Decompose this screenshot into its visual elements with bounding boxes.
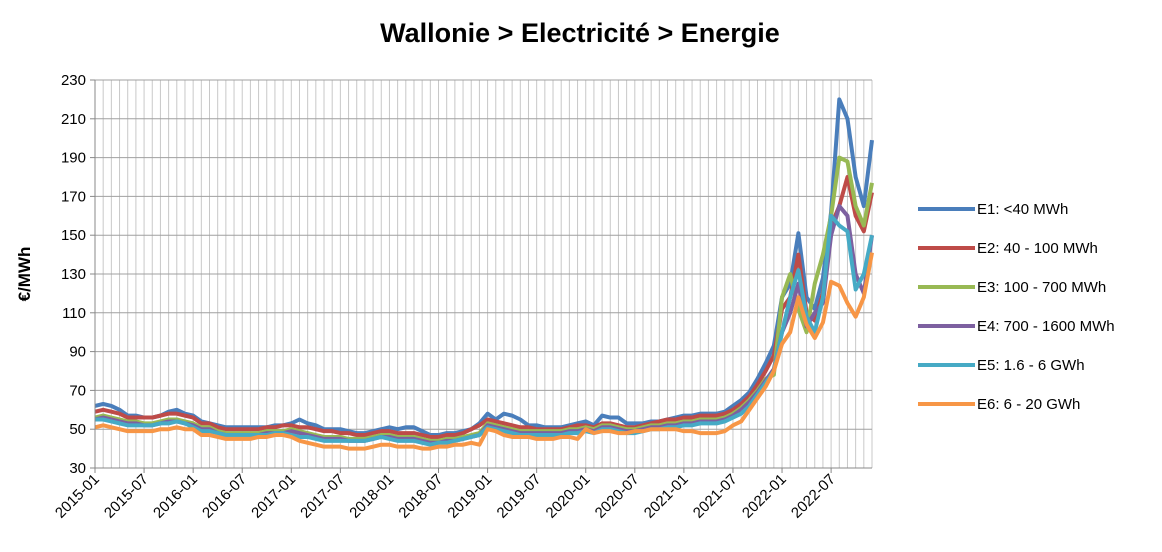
lines xyxy=(94,97,874,451)
x-tick-label: 2018-01 xyxy=(346,471,397,522)
x-tick-label: 2015-01 xyxy=(52,471,103,522)
x-tick-label: 2019-07 xyxy=(494,471,545,522)
x-tick-label: 2021-01 xyxy=(641,471,692,522)
x-tick-label: 2020-01 xyxy=(543,471,594,522)
y-tick-label: 150 xyxy=(61,227,86,244)
y-tick-label: 30 xyxy=(69,460,86,477)
y-tick-label: 90 xyxy=(69,344,86,361)
grid xyxy=(94,79,873,469)
legend-label: E4: 700 - 1600 MWh xyxy=(977,318,1115,335)
legend-label: E3: 100 - 700 MWh xyxy=(977,279,1106,296)
series-line xyxy=(94,204,874,445)
legend-label: E1: <40 MWh xyxy=(977,201,1068,218)
y-tick-label: 230 xyxy=(61,72,86,89)
y-tick-label: 110 xyxy=(62,305,86,322)
x-tick-label: 2021-07 xyxy=(690,471,741,522)
x-tick-label: 2017-07 xyxy=(297,471,348,522)
legend-label: E2: 40 - 100 MWh xyxy=(977,240,1098,257)
x-tick-label: 2016-01 xyxy=(150,471,201,522)
y-tick-label: 210 xyxy=(61,111,86,128)
y-tick-label: 50 xyxy=(69,421,86,438)
chart-title: Wallonie > Electricité > Energie xyxy=(380,18,780,48)
x-tick-label: 2015-07 xyxy=(101,471,152,522)
y-tick-label: 70 xyxy=(69,382,86,399)
x-tick-label: 2022-01 xyxy=(739,471,790,522)
series-line xyxy=(94,252,874,451)
series-line xyxy=(95,213,874,447)
x-tick-label: 2019-01 xyxy=(444,471,495,522)
y-tick-label: 190 xyxy=(61,150,86,167)
series-line xyxy=(94,175,874,439)
x-tick-label: 2020-07 xyxy=(592,471,643,522)
x-tick-label: 2016-07 xyxy=(199,471,250,522)
legend: E1: <40 MWh E2: 40 - 100 MWh E3: 100 - 700… xyxy=(918,201,1115,413)
legend-label: E5: 1.6 - 6 GWh xyxy=(977,357,1085,374)
legend-label: E6: 6 - 20 GWh xyxy=(977,396,1080,413)
y-tick-label: 130 xyxy=(61,266,86,283)
x-tick-label: 2017-01 xyxy=(248,471,299,522)
y-axis-label: €/MWh xyxy=(15,247,34,302)
x-tick-label: 2018-07 xyxy=(395,471,446,522)
x-tick-label: 2022-07 xyxy=(788,471,839,522)
y-tick-label: 170 xyxy=(61,188,86,205)
